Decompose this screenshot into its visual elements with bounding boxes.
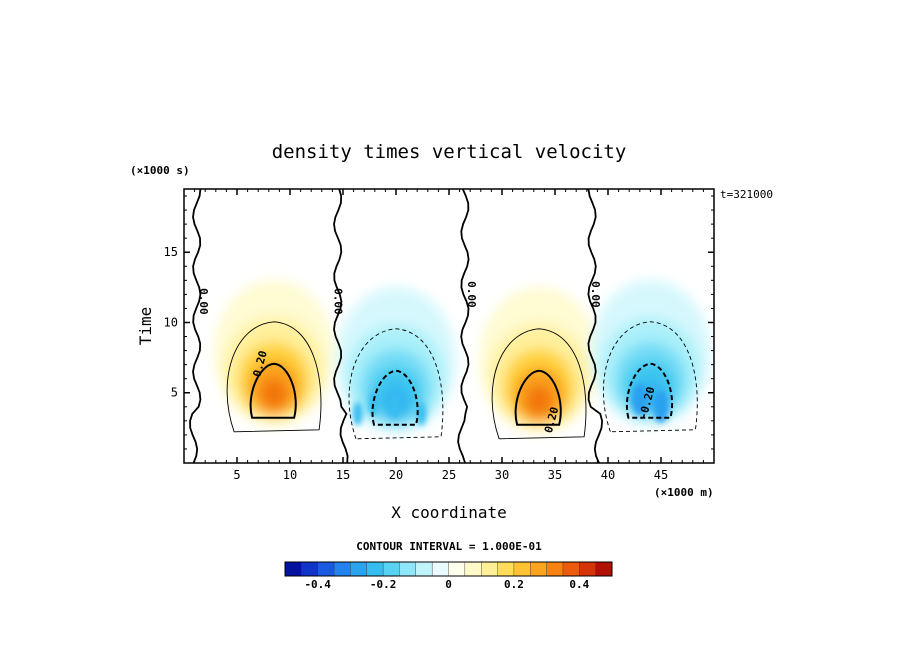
colorbar-cell [513,561,531,577]
x-unit-label: (×1000 m) [654,486,714,499]
colorbar-cell [333,561,351,577]
y-tick-label: 5 [171,386,178,400]
x-tick-label: 5 [233,468,240,482]
x-tick-label: 10 [283,468,297,482]
contour-label: 0.00 [332,288,345,315]
colorbar-cell [464,561,482,577]
y-unit-label: (×1000 s) [130,164,190,177]
colorbar-cell [317,561,335,577]
colorbar-frame [284,561,613,577]
zero-contour-line [189,189,202,463]
colorbar-cell [350,561,368,577]
colorbar-cell [562,561,580,577]
colorbar-cell [595,561,613,577]
time-stamp: t=321000 [720,188,773,201]
colorbar-cell [382,561,400,577]
contour-label: 0.00 [465,281,478,308]
x-tick-label: 30 [495,468,509,482]
colorbar-tick-label: 0 [445,578,452,591]
colorbar-cell [530,561,548,577]
colorbar-cell [546,561,564,577]
zero-contour-line [587,189,604,463]
positive-region [525,384,554,417]
y-axis: 5 10 15 [164,195,714,450]
x-tick-label: 45 [654,468,668,482]
y-tick-label: 10 [164,315,178,329]
contour-label: 0.00 [197,288,210,315]
contour-line-0.1 [491,328,587,440]
contour-line-neg0.1 [603,321,698,433]
negative-cell [631,383,648,416]
zero-contour-line [333,189,349,463]
contour-lines [189,189,698,463]
contour-line-0.1 [226,321,322,433]
colorbar-tick-label: -0.4 [304,578,331,591]
x-tick-label: 40 [601,468,615,482]
zero-contour-line [457,189,470,463]
colorbar-tick-label: 0.2 [504,578,524,591]
colorbar-tick-label: -0.2 [370,578,397,591]
colorbar: -0.4 -0.2 0 0.2 0.4 [284,561,613,591]
colorbar-cell [284,561,302,577]
colorbar-cell [431,561,449,577]
contour-label: 0.00 [589,281,602,308]
colorbar-cell [579,561,597,577]
negative-cell [416,401,427,426]
colorbar-tick-label: 0.4 [569,578,589,591]
colorbar-cell [366,561,384,577]
negative-cell [389,394,400,419]
negative-cell [352,401,363,426]
chart-title: density times vertical velocity [272,141,627,163]
colorbar-cell [301,561,319,577]
x-axis: 5 10 15 20 25 30 35 40 45 [194,189,704,482]
heatmap-field [214,279,711,433]
x-tick-label: 15 [336,468,350,482]
colorbar-cell [399,561,417,577]
contour-line-0.2 [514,369,562,426]
colorbar-cell [448,561,466,577]
positive-region [260,377,289,410]
contour-line-0.2 [249,362,297,419]
y-tick-label: 15 [164,245,178,259]
colorbar-cell [481,561,499,577]
colorbar-cell [415,561,433,577]
contour-line-neg0.1 [348,328,444,440]
contour-interval-text: CONTOUR INTERVAL = 1.000E-01 [356,540,542,553]
x-tick-label: 35 [548,468,562,482]
negative-cell [653,390,669,423]
y-axis-label: Time [136,307,155,346]
colorbar-cell [497,561,515,577]
x-tick-label: 20 [389,468,403,482]
x-axis-label: X coordinate [391,503,507,522]
x-tick-label: 25 [442,468,456,482]
field-detail [352,383,669,426]
